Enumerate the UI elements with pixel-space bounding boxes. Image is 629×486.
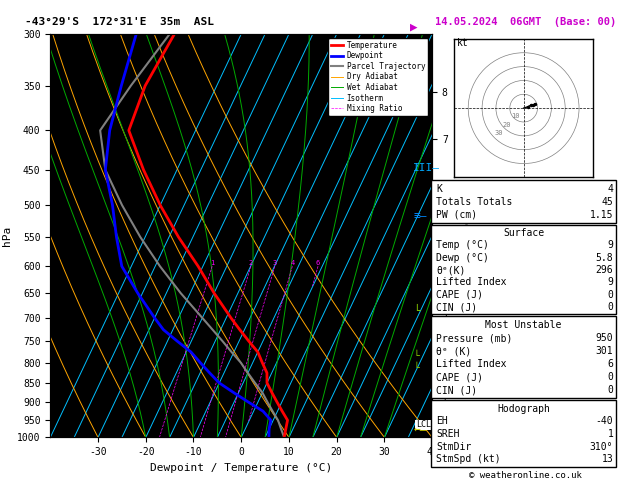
Text: StmSpd (kt): StmSpd (kt) [436,454,501,465]
Text: 296: 296 [596,265,613,275]
Text: CIN (J): CIN (J) [436,385,477,395]
Text: 950: 950 [596,333,613,344]
Text: 14.05.2024  06GMT  (Base: 00): 14.05.2024 06GMT (Base: 00) [435,17,616,27]
Text: 0: 0 [608,385,613,395]
Text: 301: 301 [596,347,613,356]
Text: © weatheronline.co.uk: © weatheronline.co.uk [469,471,582,480]
X-axis label: Dewpoint / Temperature (°C): Dewpoint / Temperature (°C) [150,463,332,473]
Text: Mixing Ratio (g/kg): Mixing Ratio (g/kg) [463,188,472,283]
Text: K: K [436,184,442,194]
Text: -43°29'S  172°31'E  35m  ASL: -43°29'S 172°31'E 35m ASL [25,17,214,27]
Text: 10: 10 [511,113,520,120]
Legend: Temperature, Dewpoint, Parcel Trajectory, Dry Adiabat, Wet Adiabat, Isotherm, Mi: Temperature, Dewpoint, Parcel Trajectory… [328,38,428,116]
Y-axis label: hPa: hPa [1,226,11,246]
Text: Temp (°C): Temp (°C) [436,241,489,250]
Text: 4: 4 [290,260,294,266]
Text: Most Unstable: Most Unstable [486,320,562,330]
Text: 20: 20 [503,122,511,128]
Text: PW (cm): PW (cm) [436,210,477,220]
Text: 13: 13 [601,454,613,465]
Text: -40: -40 [596,417,613,427]
Text: 9: 9 [608,278,613,287]
Text: 6: 6 [608,359,613,369]
Text: 1: 1 [210,260,214,266]
Text: 5.8: 5.8 [596,253,613,263]
Text: θᵉ (K): θᵉ (K) [436,347,471,356]
Text: 1.15: 1.15 [590,210,613,220]
Text: CIN (J): CIN (J) [436,302,477,312]
Text: 1: 1 [608,429,613,439]
Text: 45: 45 [601,197,613,207]
Text: 9: 9 [608,241,613,250]
Text: Surface: Surface [503,228,544,238]
Text: Hodograph: Hodograph [497,404,550,414]
Text: Dewp (°C): Dewp (°C) [436,253,489,263]
Text: EH: EH [436,417,448,427]
Text: 0: 0 [608,302,613,312]
Text: 4: 4 [608,184,613,194]
Text: StmDir: StmDir [436,442,471,452]
Text: III—: III— [413,163,440,173]
Text: CAPE (J): CAPE (J) [436,290,483,300]
Text: 3: 3 [272,260,277,266]
Text: ←—: ←— [413,425,426,435]
Text: 2: 2 [248,260,253,266]
Text: 0: 0 [608,290,613,300]
Y-axis label: km
ASL: km ASL [454,227,475,244]
Text: kt: kt [457,38,469,48]
Text: 30: 30 [494,130,503,136]
Text: └
└: └ └ [413,351,419,373]
Text: └: └ [413,306,420,316]
Text: θᵉ(K): θᵉ(K) [436,265,465,275]
Text: 310°: 310° [590,442,613,452]
Text: LCL: LCL [416,420,431,429]
Text: CAPE (J): CAPE (J) [436,372,483,382]
Text: ▶: ▶ [410,20,418,33]
Text: Lifted Index: Lifted Index [436,278,506,287]
Text: ≡—: ≡— [413,211,426,221]
Text: 6: 6 [316,260,320,266]
Text: Totals Totals: Totals Totals [436,197,512,207]
Text: Pressure (mb): Pressure (mb) [436,333,512,344]
Text: SREH: SREH [436,429,459,439]
Text: Lifted Index: Lifted Index [436,359,506,369]
Text: 0: 0 [608,372,613,382]
